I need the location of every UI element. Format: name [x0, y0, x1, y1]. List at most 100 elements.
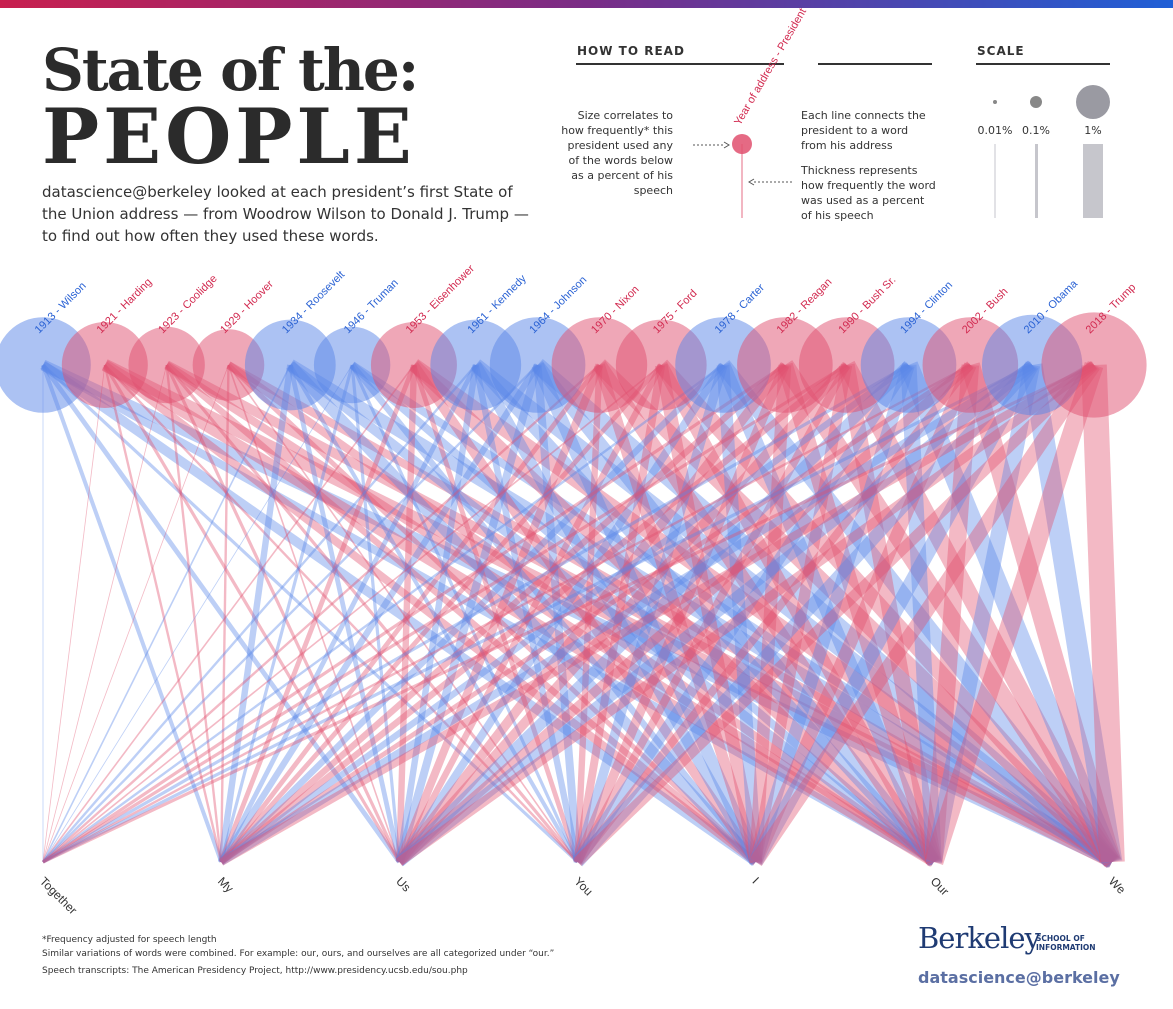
scale-heading: SCALE: [977, 44, 1025, 58]
link-5-6: [349, 361, 1115, 866]
datascience-tagline: datascience@berkeley: [918, 968, 1120, 987]
link-1-2: [103, 364, 401, 863]
link-14-2: [395, 360, 913, 867]
footnote-source: Speech transcripts: The American Preside…: [42, 966, 468, 976]
president-node-2[interactable]: [128, 326, 205, 404]
legend-arrowhead-thickness: [748, 178, 755, 186]
link-5-0: [42, 364, 353, 863]
legend-arrowhead-size: [723, 141, 730, 149]
link-10-3: [573, 364, 666, 863]
link-1-4: [102, 361, 759, 866]
link-0-6: [40, 359, 1115, 868]
president-node-4[interactable]: [244, 319, 336, 411]
president-node-5[interactable]: [313, 326, 391, 404]
link-16-1: [219, 361, 1035, 866]
link-17-1: [219, 361, 1096, 866]
president-node-3[interactable]: [192, 329, 265, 401]
link-15-0: [42, 363, 971, 864]
link-8-5: [532, 361, 939, 866]
link-12-3: [573, 363, 790, 864]
link-13-4: [750, 363, 853, 864]
link-2-5: [164, 361, 937, 866]
link-8-1: [218, 363, 541, 864]
link-0-2: [41, 363, 402, 864]
president-label-5: 1946 - Truman: [342, 277, 401, 336]
link-9-5: [593, 360, 940, 867]
legend-example-node: [732, 134, 752, 154]
link-8-2: [395, 363, 542, 864]
scale-bar-medium: [1035, 144, 1038, 218]
footnote-variations: Similar variations of words were combine…: [42, 949, 555, 959]
link-3-4: [226, 363, 758, 864]
link-17-4: [749, 360, 1100, 867]
link-10-4: [654, 363, 762, 864]
link-4-2: [287, 364, 402, 863]
intro-text: datascience@berkeley looked at each pres…: [42, 183, 529, 245]
link-7-2: [396, 364, 479, 863]
link-4-0: [42, 364, 292, 863]
link-7-3: [472, 364, 581, 863]
link-10-5: [655, 361, 940, 866]
link-11-4: [716, 364, 763, 863]
link-10-0: [42, 364, 662, 863]
link-13-6: [838, 360, 1120, 867]
link-2-4: [164, 362, 758, 865]
link-13-1: [219, 362, 849, 865]
link-11-2: [395, 362, 727, 865]
link-2-0: [42, 364, 168, 863]
top-gradient-bar: [0, 0, 1173, 8]
link-10-1: [219, 363, 664, 864]
link-16-6: [1021, 363, 1123, 864]
legend-example-label: Year of address - President: [732, 6, 809, 127]
word-label-us: Us: [393, 874, 413, 894]
president-node-1[interactable]: [61, 322, 148, 408]
link-8-4: [531, 362, 762, 865]
link-12-5: [777, 362, 942, 865]
scale-label-small: 0.01%: [977, 124, 1013, 137]
link-15-1: [219, 363, 972, 864]
link-13-2: [395, 361, 851, 866]
scale-bar-large: [1083, 144, 1103, 218]
link-7-4: [470, 362, 761, 865]
president-node-17[interactable]: [1041, 312, 1147, 418]
word-label-together: Together: [37, 874, 80, 917]
word-label-our: Our: [928, 874, 952, 898]
link-9-3: [574, 364, 603, 863]
link-17-2: [396, 361, 1097, 866]
scale-dot-large: [1076, 85, 1110, 119]
link-6-6: [409, 359, 1117, 868]
link-17-5: [924, 362, 1104, 865]
chart-nodes: [0, 312, 1147, 418]
how-to-read-rule-right: [818, 63, 932, 65]
link-12-0: [42, 363, 786, 864]
scale-bar-small: [994, 144, 996, 218]
link-6-2: [396, 364, 418, 863]
link-0-5: [41, 361, 936, 866]
link-15-3: [574, 362, 974, 865]
link-6-0: [42, 364, 415, 863]
link-9-6: [593, 359, 1118, 868]
link-1-1: [103, 364, 223, 863]
president-node-6[interactable]: [370, 322, 457, 408]
how-to-read-rule-left: [576, 63, 784, 65]
link-13-3: [573, 363, 851, 864]
link-9-2: [395, 363, 604, 864]
link-14-1: [219, 362, 911, 865]
president-node-0[interactable]: [0, 317, 91, 413]
link-11-5: [716, 362, 941, 865]
link-15-4: [749, 362, 977, 865]
link-15-6: [961, 362, 1122, 865]
link-4-5: [287, 361, 937, 866]
link-5-2: [350, 364, 401, 863]
link-3-0: [42, 364, 229, 863]
word-labels: Together My Us You I Our We: [37, 874, 1129, 917]
link-7-5: [471, 361, 938, 866]
link-8-0: [42, 364, 539, 863]
link-6-1: [218, 364, 417, 863]
link-3-2: [227, 364, 401, 863]
scale-dot-small: [993, 100, 997, 104]
berkeley-logo: Berkeley: [918, 921, 1041, 955]
link-1-3: [103, 364, 579, 863]
link-16-0: [42, 363, 1033, 864]
link-0-3: [41, 363, 579, 864]
